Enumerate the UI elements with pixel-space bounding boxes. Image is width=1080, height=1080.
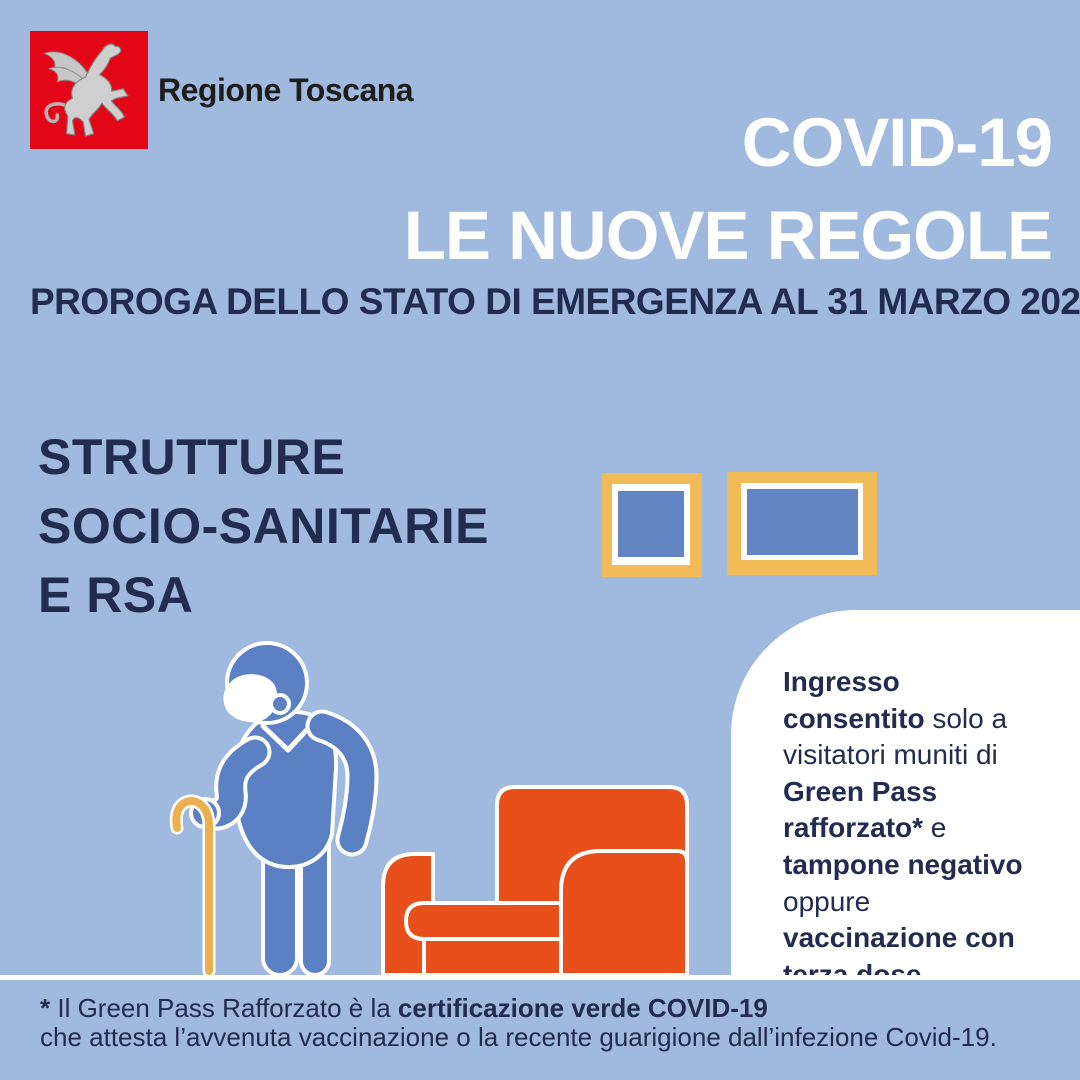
square-picture-frame xyxy=(602,473,702,577)
subtitle: PROROGA DELLO STATO DI EMERGENZA AL 31 M… xyxy=(30,281,1080,322)
title-line-1: COVID-19 xyxy=(741,104,1053,181)
elderly-person-illustration xyxy=(169,641,379,978)
heading-line-3: E RSA xyxy=(38,567,194,623)
title-line-2: LE NUOVE REGOLE xyxy=(403,197,1053,274)
armchair-illustration xyxy=(381,785,689,977)
rule-segment: oppure xyxy=(783,885,871,917)
rule-segment: e xyxy=(923,812,947,844)
footnote-segment: Il Green Pass Rafforzato è la xyxy=(57,993,398,1023)
face-mask-icon xyxy=(223,674,278,723)
footnote-segment: certificazione verde COVID-19 xyxy=(397,993,768,1023)
rule-segment: Green Pass rafforzato* xyxy=(783,775,938,844)
rule-segment: Ingresso consentito xyxy=(783,666,925,734)
illustration-scene xyxy=(169,641,689,978)
ear xyxy=(269,693,291,715)
rule-segment: tampone negativo xyxy=(783,848,1023,880)
chair-base xyxy=(422,937,565,977)
walking-cane xyxy=(172,797,213,975)
heading-line-2: SOCIO-SANITARIE xyxy=(38,498,490,554)
landscape-picture-frame xyxy=(727,472,877,575)
page-title: COVID-19 LE NUOVE REGOLE xyxy=(403,96,1053,282)
picture-frames xyxy=(602,472,877,577)
near-arm xyxy=(205,739,268,827)
brand-name: Regione Toscana xyxy=(158,72,414,108)
floor-line xyxy=(0,975,1080,980)
footnote-segment: * xyxy=(40,993,58,1023)
section-heading: STRUTTURE SOCIO-SANITARIE E RSA xyxy=(38,423,489,630)
rule-segment: solo a visitatori muniti di xyxy=(783,702,1008,771)
far-arm xyxy=(309,713,375,853)
footnote: * Il Green Pass Rafforzato è la certific… xyxy=(0,980,1080,1080)
heading-line-1: STRUTTURE xyxy=(38,429,346,485)
rule-segment: . xyxy=(922,959,930,990)
cane-outline xyxy=(169,794,216,978)
pegasus-icon xyxy=(43,43,129,137)
rule-card: Ingresso consentito solo a visitatori mu… xyxy=(731,610,1080,990)
chair-right-armrest xyxy=(559,849,689,977)
chair-seat-cushion xyxy=(404,901,565,941)
regione-toscana-logo xyxy=(30,31,148,149)
footnote-line-2: che attesta l’avvenuta vaccinazione o la… xyxy=(40,1022,997,1052)
footnote-line-1: * Il Green Pass Rafforzato è la certific… xyxy=(40,994,1060,1023)
rule-text: Ingresso consentito solo a visitatori mu… xyxy=(783,664,1044,993)
